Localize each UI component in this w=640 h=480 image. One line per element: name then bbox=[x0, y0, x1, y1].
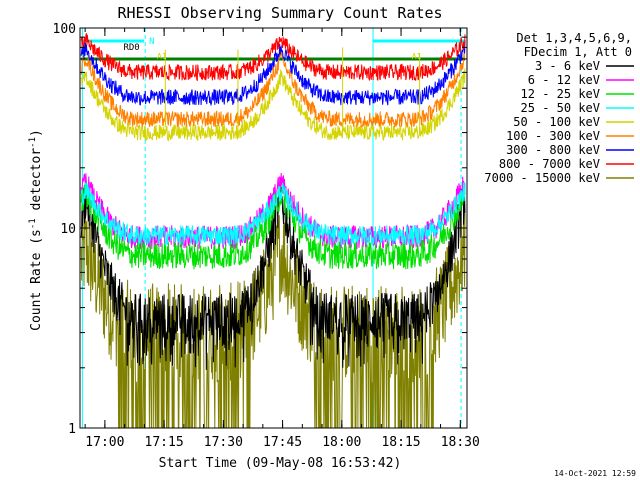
annotation-label: N bbox=[149, 37, 154, 47]
x-axis: 17:00 17:15 17:30 17:45 18:00 18:15 18:30 bbox=[84, 28, 480, 450]
x-tick-label: 18:00 bbox=[322, 435, 361, 450]
y-tick-label: 1 bbox=[68, 422, 76, 437]
legend-entry-label: 800 - 7000 keV bbox=[499, 157, 600, 171]
legend-entry-label: 50 - 100 keV bbox=[513, 115, 600, 129]
annotation-label: A1 bbox=[412, 52, 422, 61]
legend-entry-label: 300 - 800 keV bbox=[506, 143, 600, 157]
chart-title: RHESSI Observing Summary Count Rates bbox=[117, 4, 442, 22]
legend-entry-label: 7000 - 15000 keV bbox=[484, 171, 600, 185]
legend-entry-label: 12 - 25 keV bbox=[521, 87, 600, 101]
series-line bbox=[80, 39, 466, 107]
y-axis-label-sup: -1 bbox=[28, 218, 38, 229]
legend-entry-label: 25 - 50 keV bbox=[521, 101, 600, 115]
annotation-label: RD0 bbox=[123, 43, 139, 53]
plot-area: N RD0 A1 A1 1 10 100 17:00 17:15 17:30 17:45 18:0… bbox=[53, 22, 480, 450]
legend-header-line-2: FDecim 1, Att 0 bbox=[524, 45, 632, 59]
legend: Det 1,3,4,5,6,9, FDecim 1, Att 0 3 - 6 k… bbox=[484, 31, 634, 185]
y-axis-label-rest: detector bbox=[29, 148, 44, 219]
x-tick-label: 18:15 bbox=[381, 435, 420, 450]
annotation-label: A1 bbox=[157, 52, 167, 61]
legend-entry-label: 3 - 6 keV bbox=[535, 59, 600, 73]
x-tick-label: 18:30 bbox=[441, 435, 480, 450]
x-tick-label: 17:30 bbox=[204, 435, 243, 450]
y-tick-label: 100 bbox=[53, 22, 76, 37]
y-axis-label: Count Rate (s-1 detector-1) bbox=[28, 129, 44, 331]
x-tick-label: 17:15 bbox=[145, 435, 184, 450]
legend-entry-label: 100 - 300 keV bbox=[506, 129, 600, 143]
series-line bbox=[80, 183, 466, 270]
series-line bbox=[80, 49, 466, 129]
y-axis-label-close: ) bbox=[29, 129, 44, 137]
series-layer bbox=[80, 33, 466, 429]
y-axis-label-sup2: -1 bbox=[28, 137, 38, 148]
annotation-layer: N RD0 A1 A1 bbox=[123, 37, 422, 133]
series-line bbox=[80, 33, 466, 82]
x-tick-label: 17:45 bbox=[263, 435, 302, 450]
legend-entry-label: 6 - 12 keV bbox=[528, 73, 600, 87]
footer-date: 14-Oct-2021 12:59 bbox=[554, 469, 636, 478]
legend-header-line-1: Det 1,3,4,5,6,9, bbox=[516, 31, 632, 45]
x-tick-label: 17:00 bbox=[85, 435, 124, 450]
y-tick-label: 10 bbox=[60, 222, 76, 237]
x-axis-label: Start Time (09-May-08 16:53:42) bbox=[159, 456, 402, 471]
series-line bbox=[80, 182, 466, 247]
y-axis-label-main: Count Rate (s bbox=[29, 229, 44, 331]
y-axis: 1 10 100 bbox=[53, 22, 467, 437]
series-line bbox=[80, 68, 466, 142]
